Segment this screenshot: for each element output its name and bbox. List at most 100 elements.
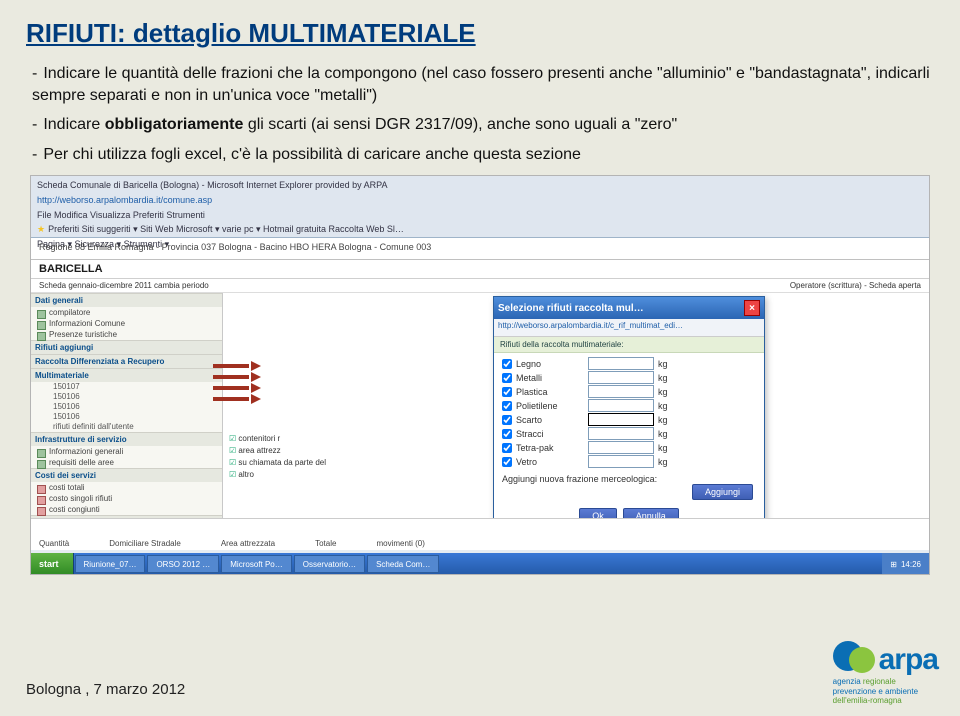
- taskbar-item[interactable]: Osservatorio…: [294, 555, 365, 573]
- popup-title-text: Selezione rifiuti raccolta mul…: [498, 303, 644, 314]
- bullet-3-text: Per chi utilizza fogli excel, c'è la pos…: [43, 146, 581, 163]
- right-panel: contenitori rarea attrezzsu chiamata da …: [223, 293, 929, 549]
- sidebar-item[interactable]: compilatore: [31, 307, 222, 318]
- popup-url: http://weborso.arpalombardia.it/c_rif_mu…: [494, 319, 764, 337]
- sidebar-item[interactable]: Informazioni generali: [31, 446, 222, 457]
- fraction-checkbox[interactable]: [502, 429, 512, 439]
- fraction-input[interactable]: [588, 371, 654, 384]
- fraction-input[interactable]: [588, 385, 654, 398]
- taskbar-item[interactable]: Scheda Com…: [367, 555, 439, 573]
- behind-check[interactable]: contenitori r: [229, 433, 326, 445]
- bullet-1-text: Indicare le quantità delle frazioni che …: [32, 65, 930, 104]
- taskbar: start Riunione_07…ORSO 2012 …Microsoft P…: [31, 553, 929, 575]
- bottom-col: Quantità: [39, 539, 69, 548]
- fraction-checkbox[interactable]: [502, 457, 512, 467]
- fraction-label: Vetro: [516, 457, 584, 467]
- fraction-label: Plastica: [516, 387, 584, 397]
- bullet-list: -Indicare le quantità delle frazioni che…: [32, 63, 934, 165]
- fraction-row: Straccikg: [502, 427, 756, 440]
- fraction-input[interactable]: [588, 441, 654, 454]
- logo-subtitle: agenzia regionale prevenzione e ambiente…: [833, 677, 938, 706]
- favorites-bar[interactable]: Preferiti Siti suggeriti ▾ Siti Web Micr…: [37, 223, 404, 236]
- behind-check[interactable]: area attrezz: [229, 445, 326, 457]
- fraction-checkbox[interactable]: [502, 387, 512, 397]
- bullet-2: -Indicare obbligatoriamente gli scarti (…: [32, 114, 934, 136]
- sidebar-item[interactable]: 150106: [31, 392, 222, 402]
- popup-body: LegnokgMetallikgPlasticakgPolietilenekgS…: [494, 353, 764, 528]
- sidebar-item[interactable]: 150106: [31, 402, 222, 412]
- taskbar-item[interactable]: ORSO 2012 …: [147, 555, 219, 573]
- sidebar-item[interactable]: Informazioni Comune: [31, 318, 222, 329]
- add-fraction-label: Aggiungi nuova frazione merceologica:: [502, 474, 756, 484]
- fraction-label: Legno: [516, 359, 584, 369]
- fraction-row: Polietilenekg: [502, 399, 756, 412]
- popup-band: Rifiuti della raccolta multimateriale:: [494, 337, 764, 353]
- sched-right: Operatore (scrittura) - Scheda aperta: [790, 281, 921, 290]
- sidebar-section[interactable]: Rifiuti aggiungi: [31, 340, 222, 354]
- sidebar-section[interactable]: Infrastrutture di servizio: [31, 432, 222, 446]
- logo-icon: [833, 635, 875, 677]
- bottom-strip: QuantitàDomiciliare StradaleArea attrezz…: [31, 518, 929, 550]
- behind-check[interactable]: su chiamata da parte del: [229, 457, 326, 469]
- fraction-label: Metalli: [516, 373, 584, 383]
- fraction-checkbox[interactable]: [502, 401, 512, 411]
- fraction-checkbox[interactable]: [502, 373, 512, 383]
- sidebar[interactable]: Dati generalicompilatoreInformazioni Com…: [31, 293, 223, 549]
- red-arrows: [213, 361, 261, 405]
- taskbar-item[interactable]: Microsoft Po…: [221, 555, 291, 573]
- slide-title: RIFIUTI: dettaglio MULTIMATERIALE: [26, 18, 934, 49]
- logo-text: arpa: [879, 643, 938, 677]
- fraction-input[interactable]: [588, 427, 654, 440]
- fraction-input[interactable]: [588, 413, 654, 426]
- sidebar-section[interactable]: Raccolta Differenziata a Recupero: [31, 354, 222, 368]
- bottom-col: movimenti (0): [376, 539, 424, 548]
- arpa-logo: arpa agenzia regionale prevenzione e amb…: [833, 635, 938, 706]
- sidebar-item[interactable]: 150107: [31, 382, 222, 392]
- fraction-row: Tetra-pak kg: [502, 441, 756, 454]
- fraction-unit: kg: [658, 443, 672, 453]
- fraction-input[interactable]: [588, 455, 654, 468]
- fraction-label: Tetra-pak: [516, 443, 584, 453]
- sidebar-item[interactable]: rifiuti definiti dall'utente: [31, 422, 222, 432]
- sidebar-item[interactable]: costo singoli rifiuti: [31, 493, 222, 504]
- schedule-row: Scheda gennaio-dicembre 2011 cambia peri…: [31, 279, 929, 293]
- fraction-input[interactable]: [588, 399, 654, 412]
- fraction-label: Polietilene: [516, 401, 584, 411]
- bottom-col: Area attrezzata: [221, 539, 275, 548]
- sidebar-section[interactable]: Multimateriale: [31, 368, 222, 382]
- clock: 14:26: [901, 560, 921, 569]
- comune-header: BARICELLA: [31, 260, 929, 279]
- sidebar-item[interactable]: requisiti delle aree: [31, 457, 222, 468]
- fraction-row: Vetrokg: [502, 455, 756, 468]
- sched-left[interactable]: Scheda gennaio-dicembre 2011 cambia peri…: [39, 281, 209, 290]
- add-button[interactable]: Aggiungi: [692, 484, 753, 500]
- sidebar-section[interactable]: Dati generali: [31, 293, 222, 307]
- fraction-input[interactable]: [588, 357, 654, 370]
- popup-titlebar: Selezione rifiuti raccolta mul… ×: [494, 297, 764, 319]
- system-tray[interactable]: ⊞ 14:26: [882, 553, 929, 575]
- menu-bar[interactable]: File Modifica Visualizza Preferiti Strum…: [37, 209, 205, 222]
- sidebar-section[interactable]: Costi dei servizi: [31, 468, 222, 482]
- close-icon[interactable]: ×: [744, 300, 760, 316]
- sidebar-item[interactable]: costi congiunti: [31, 504, 222, 515]
- fraction-unit: kg: [658, 373, 672, 383]
- sidebar-item[interactable]: Presenze turistiche: [31, 329, 222, 340]
- popup-dialog: Selezione rifiuti raccolta mul… × http:/…: [493, 296, 765, 538]
- behind-check[interactable]: altro: [229, 469, 326, 481]
- sidebar-item[interactable]: costi totali: [31, 482, 222, 493]
- fraction-checkbox[interactable]: [502, 443, 512, 453]
- taskbar-item[interactable]: Riunione_07…: [75, 555, 146, 573]
- address-bar[interactable]: http://weborso.arpalombardia.it/comune.a…: [37, 194, 212, 207]
- fraction-label: Scarto: [516, 415, 584, 425]
- fraction-unit: kg: [658, 359, 672, 369]
- arrow-icon: [213, 372, 261, 382]
- bullet-2c: gli scarti (ai sensi DGR 2317/09), anche…: [243, 116, 677, 133]
- fraction-checkbox[interactable]: [502, 359, 512, 369]
- fraction-checkbox[interactable]: [502, 415, 512, 425]
- browser-chrome: Scheda Comunale di Baricella (Bologna) -…: [31, 176, 929, 238]
- fraction-row: Scartokg: [502, 413, 756, 426]
- start-button[interactable]: start: [31, 553, 74, 575]
- region-strip: Regione 08 Emilia Romagna - Provincia 03…: [31, 238, 929, 260]
- fraction-unit: kg: [658, 387, 672, 397]
- sidebar-item[interactable]: 150106: [31, 412, 222, 422]
